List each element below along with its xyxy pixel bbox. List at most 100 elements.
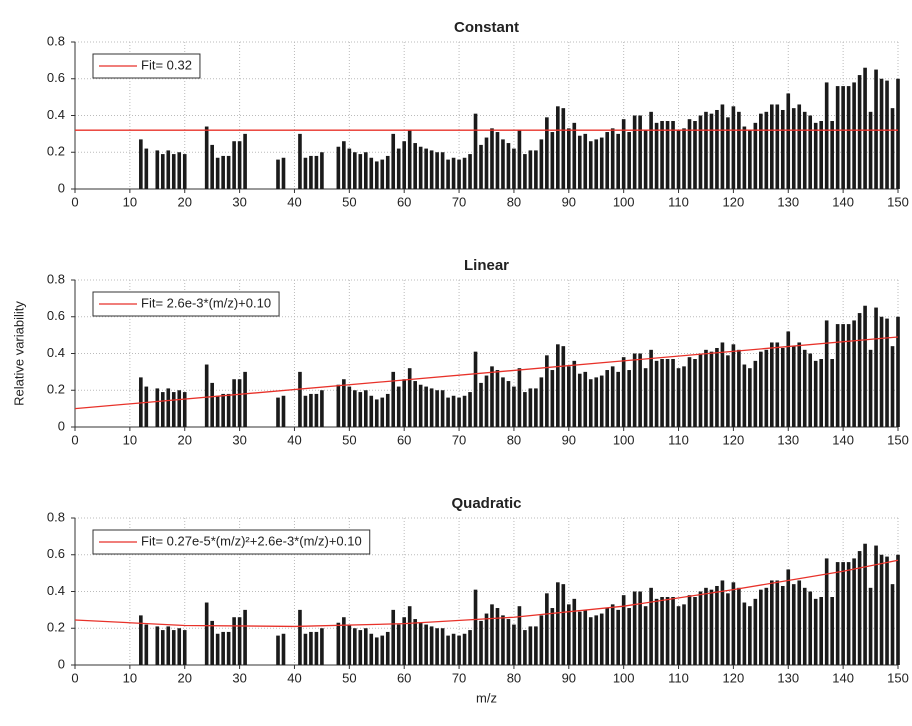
bar (813, 360, 818, 427)
bar (561, 108, 566, 189)
bar (852, 558, 856, 665)
x-tick-label: 120 (723, 670, 745, 685)
bar (281, 633, 286, 665)
bar (731, 582, 736, 665)
x-tick-label: 140 (832, 432, 854, 447)
bar (863, 305, 867, 427)
x-tick-label: 110 (668, 194, 689, 209)
bar (896, 316, 900, 427)
y-tick-label: 0 (58, 418, 65, 433)
bar (550, 132, 555, 189)
bar (347, 624, 352, 665)
bar (632, 353, 637, 427)
bar (221, 393, 225, 427)
bar (139, 615, 143, 665)
legend-label: Fit= 0.32 (141, 57, 192, 72)
bar (808, 591, 813, 665)
bar (649, 111, 653, 189)
bar (391, 133, 396, 189)
bar (556, 582, 560, 665)
bar (429, 150, 434, 189)
bar (407, 368, 412, 427)
bar (764, 111, 769, 189)
bar (446, 635, 450, 665)
bar (490, 366, 494, 427)
bar (599, 137, 604, 189)
x-tick-label: 20 (177, 432, 191, 447)
bar (210, 620, 214, 665)
bar (731, 106, 736, 189)
bar (545, 593, 549, 665)
bar (808, 115, 813, 189)
bar (577, 611, 582, 665)
y-tick-label: 0.4 (47, 107, 65, 122)
bar (473, 589, 478, 665)
bar (846, 324, 851, 427)
bar (320, 628, 324, 665)
bar (342, 141, 346, 189)
x-tick-label: 60 (397, 194, 411, 209)
legend: Fit= 0.32 (92, 53, 201, 79)
bar (462, 633, 467, 665)
bar (786, 93, 791, 189)
bar (632, 115, 637, 189)
bar (539, 377, 544, 427)
bar (320, 390, 324, 427)
x-tick-label: 10 (123, 670, 137, 685)
legend-label: Fit= 0.27e-5*(m/z)²+2.6e-3*(m/z)+0.10 (141, 533, 362, 548)
bar (155, 388, 160, 427)
bar (440, 628, 445, 665)
bar (813, 122, 818, 189)
bar (446, 397, 450, 427)
bar (556, 344, 560, 427)
bar (671, 359, 675, 427)
x-tick-label: 20 (177, 670, 191, 685)
bar (627, 370, 631, 427)
bar (484, 137, 489, 189)
x-tick-label: 20 (177, 194, 191, 209)
bar (621, 119, 626, 189)
bar (775, 342, 780, 427)
bar (528, 150, 533, 189)
bar (583, 371, 588, 427)
bar (226, 631, 231, 665)
bar (396, 624, 401, 665)
bar (523, 392, 527, 427)
bar (780, 347, 785, 427)
bar (643, 606, 648, 665)
bar (303, 633, 308, 665)
bar (720, 342, 725, 427)
bar (830, 359, 834, 427)
x-tick-label: 30 (232, 194, 246, 209)
bar (490, 128, 494, 189)
bar (616, 371, 620, 427)
bar (621, 595, 626, 665)
bar (534, 626, 538, 665)
bar (709, 113, 714, 189)
bar (885, 318, 889, 427)
bar (802, 349, 807, 427)
bar (616, 133, 620, 189)
bar (687, 357, 692, 427)
bar (243, 371, 247, 427)
bar (616, 609, 620, 665)
bar (451, 395, 456, 427)
bar (232, 379, 236, 427)
bar (693, 121, 697, 189)
x-tick-label: 30 (232, 670, 246, 685)
bar (660, 121, 664, 189)
bar (517, 606, 522, 665)
bar (490, 604, 494, 665)
bar (182, 392, 187, 427)
bar (342, 379, 346, 427)
bar (534, 150, 538, 189)
bar (830, 121, 834, 189)
chart-title: Constant (454, 19, 519, 36)
bar (588, 379, 593, 427)
x-tick-label: 140 (832, 670, 854, 685)
bar (737, 111, 741, 189)
bar (402, 379, 407, 427)
bar (704, 349, 708, 427)
bar (479, 620, 483, 665)
bar (660, 359, 664, 427)
